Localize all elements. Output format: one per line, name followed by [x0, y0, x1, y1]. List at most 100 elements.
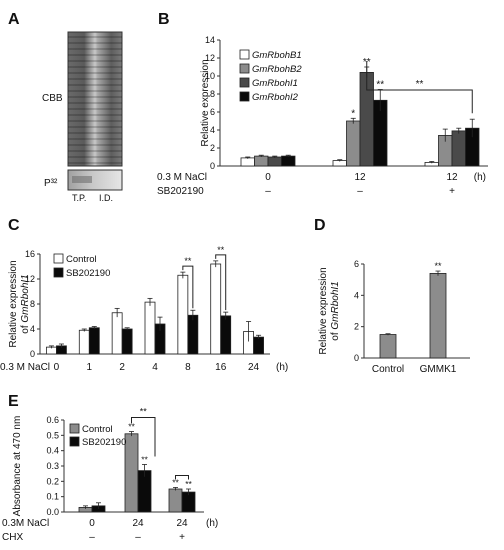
chart-c-x-tick-label: 8 [185, 362, 191, 373]
chart-b-y-tick-label: 10 [205, 71, 215, 81]
chart-b-x-tick-label: 12 [446, 172, 458, 183]
chart-e-y-tick-label: 0.2 [46, 476, 59, 486]
p32-label: P³² [44, 178, 58, 189]
chart-b-bracket-annotation: ** [416, 79, 424, 90]
chart-c-y-tick-label: 12 [25, 274, 35, 284]
p32-band [72, 176, 92, 183]
chart-b-GmRbohB2-bar [346, 120, 361, 167]
chart-d-y-tick-label: 0 [354, 353, 359, 363]
chart-d-y-tick-label: 4 [354, 290, 359, 300]
chart-b-y-tick-label: 8 [210, 89, 215, 99]
chart-c-Control-bar [210, 263, 222, 355]
chart-e-chx-label: – [89, 532, 95, 543]
chart-c-significance-bracket [182, 265, 194, 309]
chart-e-y-tick-label: 0.0 [46, 507, 59, 517]
panel-label-a: A [8, 11, 20, 28]
chart-e-y-tick-label: 0.5 [46, 430, 59, 440]
chart-e-legend-label: Control [82, 424, 113, 435]
chart-c-x-tick-label: 16 [215, 362, 227, 373]
chart-e-chx-label: – [135, 532, 141, 543]
chart-b-GmRbohI2-bar [281, 155, 296, 167]
chart-b-inhibitor-label: + [449, 186, 455, 197]
chart-b-row-label-nacl: 0.3 M NaCl [157, 172, 207, 183]
chart-b-bar-annotation: ** [376, 80, 384, 91]
chart-d-bar-annotation: ** [434, 261, 442, 271]
chart-b-GmRbohB1-bar [240, 157, 255, 167]
chart-e-bracket-annotation: ** [140, 407, 148, 417]
chart-e-y-tick-label: 0.1 [46, 492, 59, 502]
chart-c-Control-bar [144, 301, 156, 355]
chart-b-bar-annotation: * [351, 108, 355, 119]
panel-label-e: E [8, 393, 19, 410]
chart-d-y-axis-label-line2: of GmRbohI1 [330, 281, 341, 340]
chart-c-y-tick-label: 16 [25, 249, 35, 259]
chart-c-legend-label: SB202190 [66, 268, 110, 279]
chart-c-y-axis-label-line2: of GmRbohI1 [20, 274, 31, 333]
chart-e-SB202190-bar [137, 470, 152, 513]
chart-e-y-tick-label: 0.6 [46, 415, 59, 425]
chart-c-y-tick-label: 4 [30, 324, 35, 334]
chart-e-y-axis-label: Absorbance at 470 nm [12, 416, 23, 517]
chart-c-SB202190-bar [88, 327, 100, 355]
chart-d: 0 2 4 6 Relative expression of GmRbohI1 Contro… [318, 259, 470, 375]
chart-c-legend-swatch [53, 267, 64, 278]
p32-blot-image [67, 169, 123, 191]
chart-b-legend-label: GmRbohI2 [252, 92, 299, 103]
chart-c-Control-bar [78, 329, 90, 355]
chart-c-significance-bracket [215, 254, 227, 311]
chart-b-GmRbohI1-bar [451, 130, 466, 167]
chart-d-x-tick-label: GMMK1 [420, 364, 457, 375]
chart-d-y-tick-label: 2 [354, 322, 359, 332]
chart-c-x-tick-label: 24 [248, 362, 260, 373]
chart-c-x-tick-label: 1 [87, 362, 93, 373]
chart-c-SB202190-bar [220, 315, 232, 355]
chart-c-x-unit: (h) [276, 362, 288, 373]
chart-c-legend-label: Control [66, 254, 97, 265]
chart-d-bar [429, 272, 447, 359]
chart-b-legend-swatch [239, 77, 250, 88]
chart-e-row-label-chx: CHX [2, 532, 23, 543]
chart-e-y-tick-label: 0.4 [46, 446, 59, 456]
chart-e-x-tick-label: 0 [89, 518, 95, 529]
panel-label-d: D [314, 217, 326, 234]
chart-b-legend-label: GmRbohI1 [252, 78, 298, 89]
chart-b-legend-label: GmRbohB1 [252, 50, 302, 61]
cbb-gel-bands [68, 32, 122, 166]
chart-b-inhibitor-label: – [357, 186, 363, 197]
chart-e-x-tick-label: 24 [132, 518, 144, 529]
chart-b-legend-swatch [239, 49, 250, 60]
chart-c-SB202190-bar [121, 328, 133, 355]
chart-c-row-label-nacl: 0.3 M NaCl [0, 362, 50, 373]
chart-b-y-tick-label: 12 [205, 53, 215, 63]
chart-c-SB202190-bar [187, 314, 199, 355]
chart-d-x-tick-label: Control [372, 364, 404, 375]
chart-c-y-axis-label: Relative expression [8, 260, 19, 347]
chart-e-group2-bracket [175, 474, 189, 480]
chart-e-row-label-nacl: 0.3M NaCl [2, 518, 49, 529]
chart-e-y-tick-label: 0.3 [46, 461, 59, 471]
chart-e-x-tick-label: 24 [176, 518, 188, 529]
chart-b-y-axis-label: Relative expression [200, 59, 211, 146]
chart-e-bar-annotation: ** [128, 422, 135, 432]
chart-b-y-tick-label: 2 [210, 143, 215, 153]
chart-e-bar-annotation: ** [172, 477, 179, 487]
chart-c-y-tick-label: 8 [30, 299, 35, 309]
chart-e-legend-swatch [69, 436, 80, 447]
chart-d-bar [379, 334, 397, 359]
chart-e-legend-swatch [69, 423, 80, 434]
chart-b-inhibitor-label: – [265, 186, 271, 197]
chart-b-legend-swatch [239, 91, 250, 102]
chart-e-x-unit: (h) [206, 518, 218, 529]
chart-b-x-tick-label: 12 [354, 172, 366, 183]
chart-b-x-tick-label: 0 [265, 172, 271, 183]
chart-c-x-tick-label: 2 [119, 362, 125, 373]
chart-c-bracket-annotation: ** [184, 256, 192, 266]
chart-c-y-tick-label: 0 [30, 349, 35, 359]
chart-c-bracket-annotation: ** [217, 245, 225, 255]
chart-c-legend-swatch [53, 253, 64, 264]
chart-b-legend-label: GmRbohB2 [252, 64, 302, 75]
chart-b-y-tick-label: 6 [210, 107, 215, 117]
chart-b-row-label-inhibitor: SB202190 [157, 186, 204, 197]
